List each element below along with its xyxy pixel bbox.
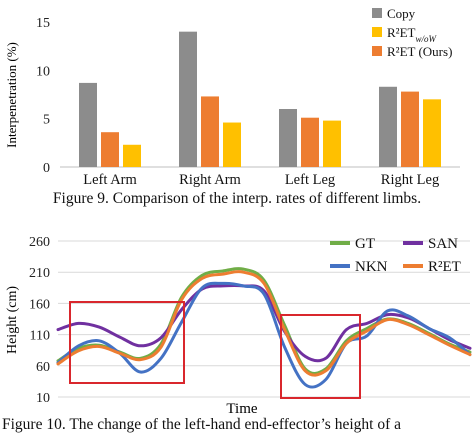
bar-3-1 xyxy=(423,99,441,167)
line-series xyxy=(56,267,472,389)
bar-y-ticks: 0 5 10 15 xyxy=(36,16,50,176)
line-y-tick-label: 10 xyxy=(36,391,50,406)
bar-3-2 xyxy=(401,91,419,167)
bar-category-label: Right Arm xyxy=(179,172,241,188)
bar-1-0 xyxy=(179,31,197,167)
legend-label-1: R²ETw/oW xyxy=(387,25,437,44)
legend-label-0: Copy xyxy=(387,6,416,21)
bar-3-0 xyxy=(379,86,397,167)
bar-category-label: Left Leg xyxy=(285,172,335,188)
bar-y-tick-label: 0 xyxy=(43,161,50,176)
line-y-tick-label: 210 xyxy=(29,266,50,281)
bar-marks xyxy=(79,31,441,167)
line-ylabel: Height (cm) xyxy=(5,286,20,354)
bar-2-0 xyxy=(279,109,297,167)
line-y-tick-label: 60 xyxy=(36,360,50,375)
highlight-box-left xyxy=(69,301,185,384)
line-y-ticks: 10 60 110 160 210 260 xyxy=(29,235,50,406)
line-y-tick-label: 260 xyxy=(29,235,50,250)
legend-text-0: GT xyxy=(355,236,375,252)
legend-text-3: R²ET xyxy=(428,259,461,275)
line-grid xyxy=(58,240,470,398)
bar-1-2 xyxy=(201,96,219,167)
bar-2-2 xyxy=(301,117,319,167)
figure-10-caption: Figure 10. The change of the left-hand e… xyxy=(2,416,401,433)
bar-chart: Interpenetration (%) 0 5 10 15 Left Arm Righ… xyxy=(4,6,460,188)
legend-swatch-1 xyxy=(372,27,382,37)
highlight-box-right xyxy=(280,314,361,399)
series-line-2 xyxy=(56,281,472,389)
bar-category-label: Left Arm xyxy=(83,172,137,188)
line-chart: Height (cm) 10 60 110 160 210 260 Time GT SAN N… xyxy=(5,235,472,417)
bar-1-1 xyxy=(223,122,241,167)
line-legend: GT SAN NKN R²ET xyxy=(330,236,461,275)
bar-ylabel: Interpenetration (%) xyxy=(4,42,19,148)
bar-y-tick-label: 5 xyxy=(43,113,50,128)
legend-text-1: SAN xyxy=(428,236,458,252)
series-line-3 xyxy=(56,270,472,377)
line-xlabel: Time xyxy=(226,401,257,417)
bar-0-1 xyxy=(123,144,141,167)
series-line-1 xyxy=(56,283,472,363)
bar-x-ticks: Left Arm Right Arm Left Leg Right Leg xyxy=(83,172,439,188)
bar-y-tick-label: 15 xyxy=(36,16,50,31)
legend-text-2: NKN xyxy=(355,259,388,275)
figure-9-caption: Figure 9. Comparison of the interp. rate… xyxy=(52,190,422,207)
line-y-tick-label: 110 xyxy=(30,329,50,344)
bar-y-tick-label: 10 xyxy=(36,64,50,79)
bar-0-0 xyxy=(79,82,97,167)
bar-0-2 xyxy=(101,132,119,167)
legend-swatch-0 xyxy=(372,8,382,18)
bar-2-1 xyxy=(323,120,341,167)
line-y-tick-label: 160 xyxy=(29,297,50,312)
legend-swatch-2 xyxy=(372,46,382,56)
legend-label-2: R²ET (Ours) xyxy=(387,44,452,59)
bar-category-label: Right Leg xyxy=(381,172,439,188)
